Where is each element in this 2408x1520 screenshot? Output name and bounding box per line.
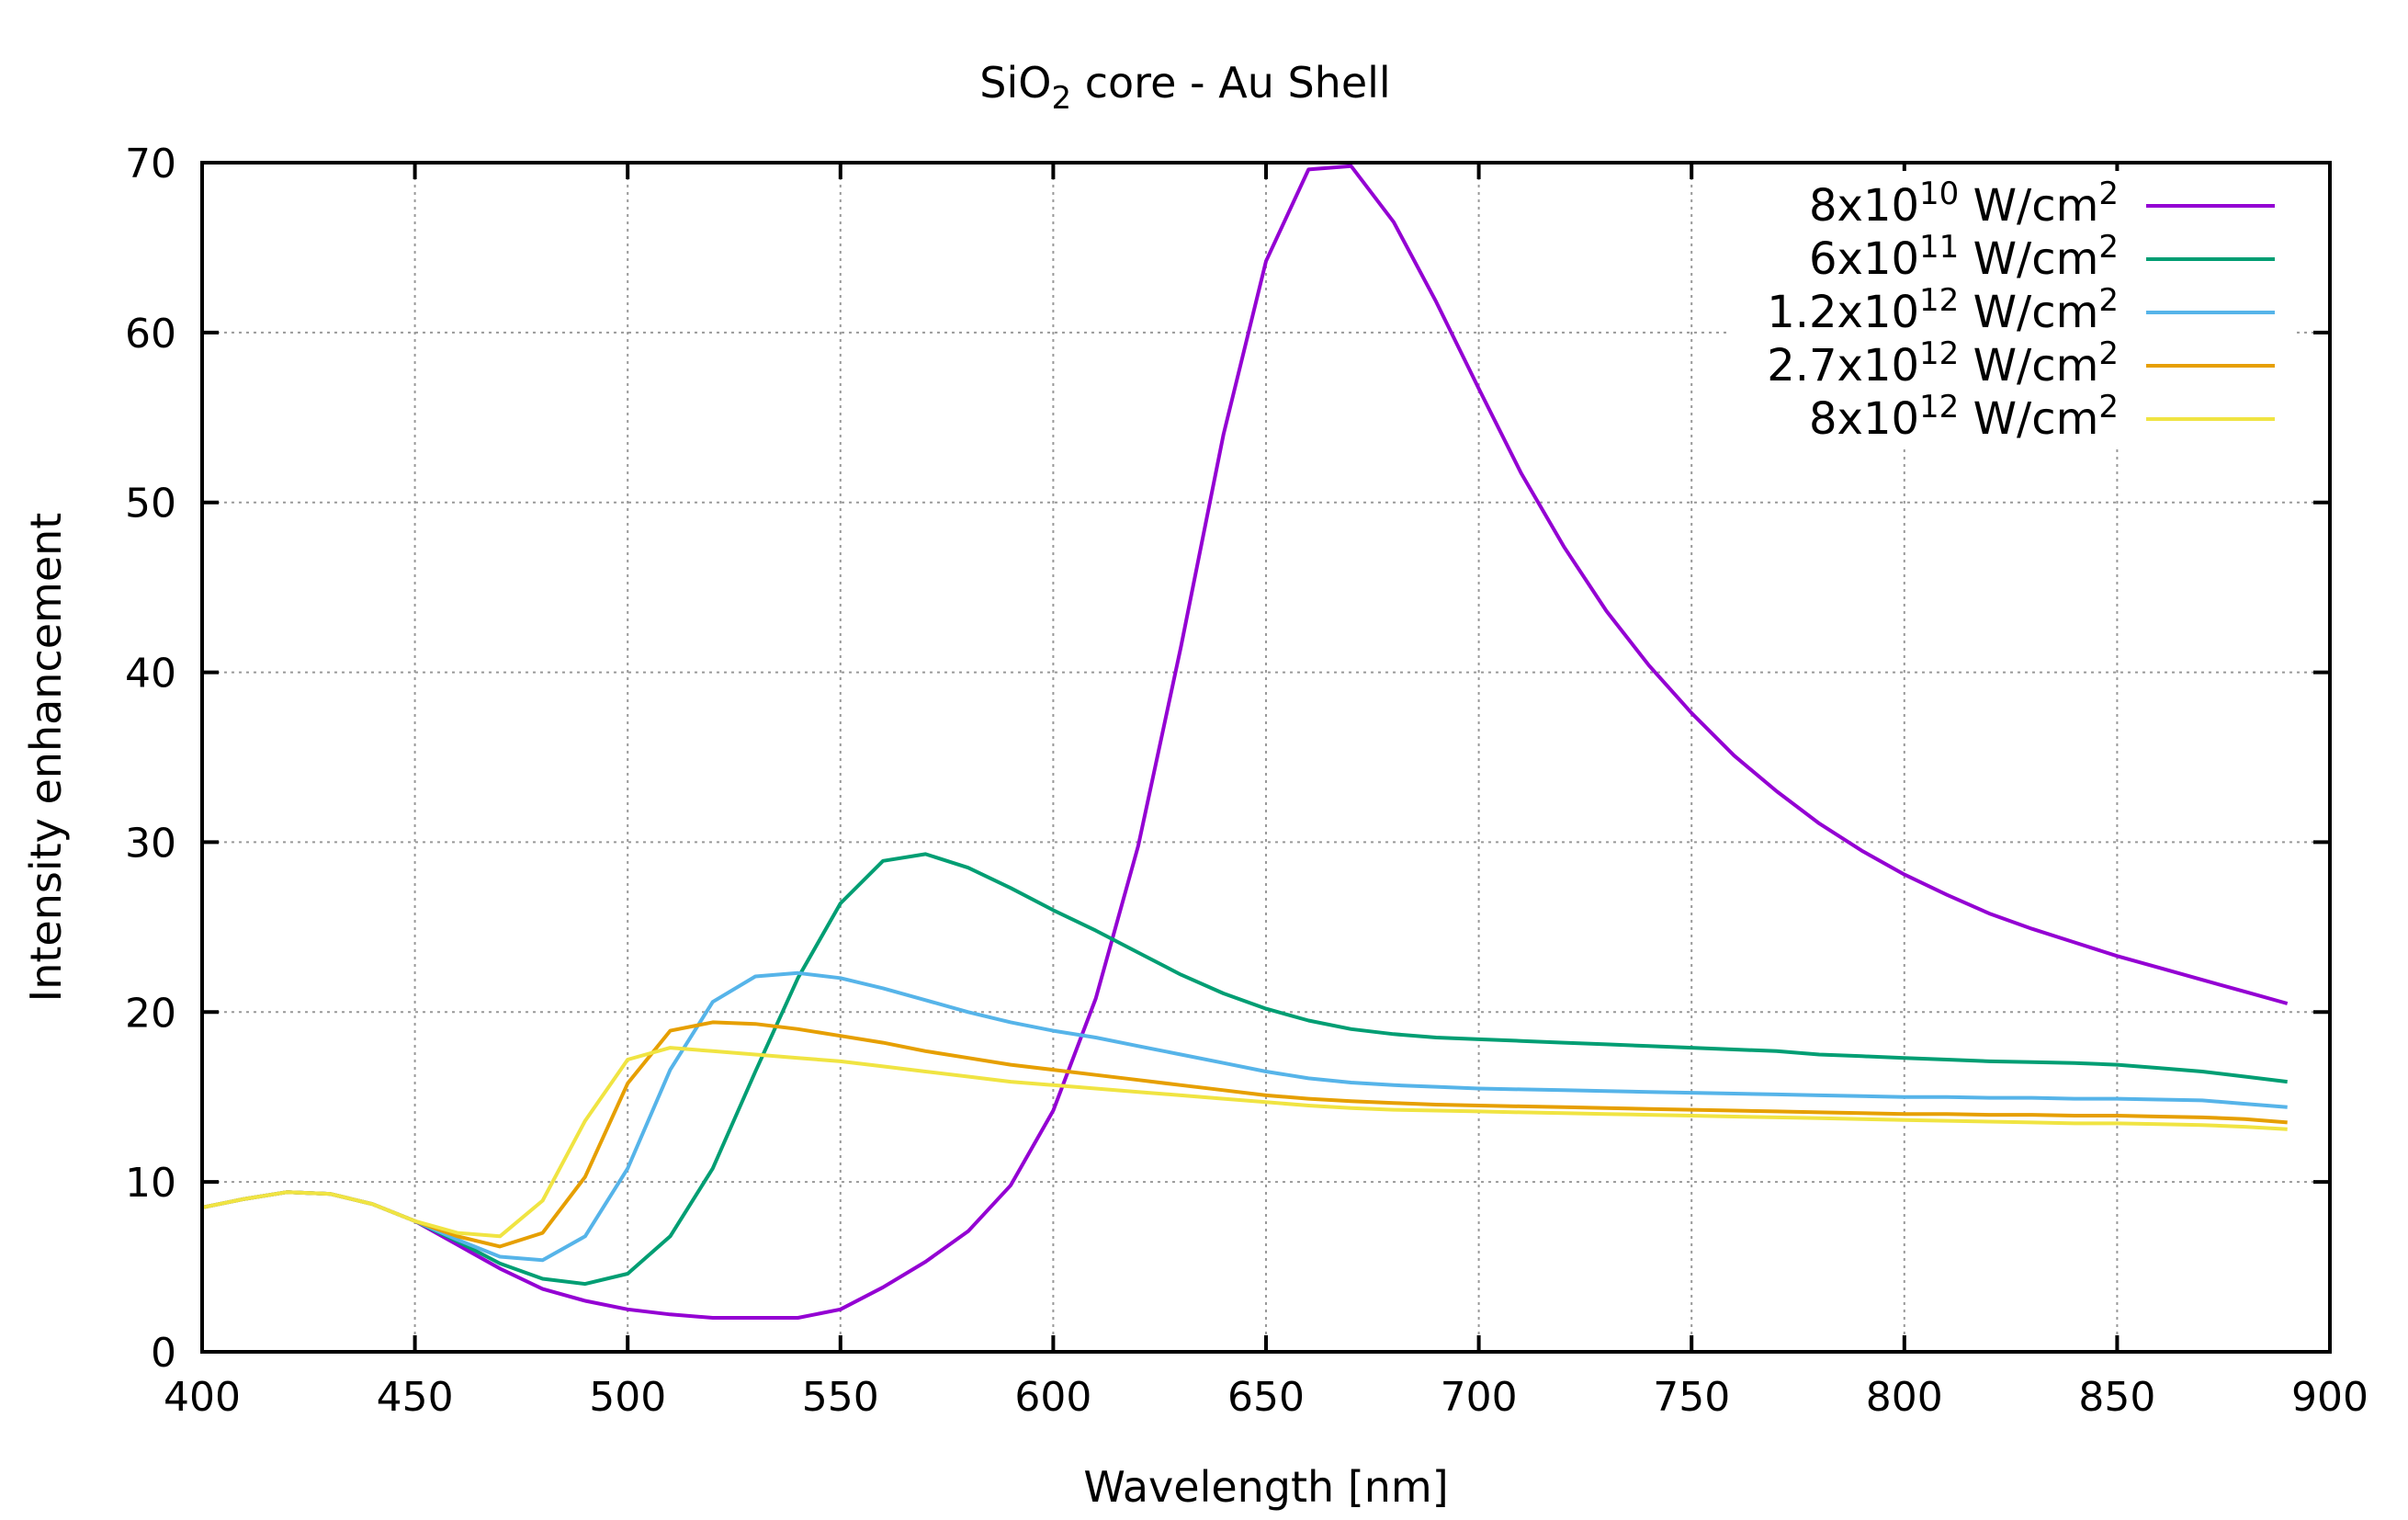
series-line-4 [201,1020,2288,1249]
x-tick-label: 700 [1441,1374,1518,1421]
legend-label-5: 8x1012 W/cm2 [1809,389,2119,445]
x-tick-label: 550 [802,1374,879,1421]
x-tick-label: 500 [589,1374,666,1421]
x-tick-label: 800 [1866,1374,1943,1421]
series-line-5 [201,1046,2288,1239]
legend-background [1727,171,2293,447]
x-tick-label: 450 [377,1374,454,1421]
y-tick-label: 60 [125,311,176,357]
x-tick-label: 400 [164,1374,241,1421]
legend-label-4: 2.7x1012 W/cm2 [1767,335,2119,391]
y-tick-label: 30 [125,820,176,867]
y-tick-label: 70 [125,141,176,187]
legend-label-1: 8x1010 W/cm2 [1809,176,2119,232]
y-tick-label: 40 [125,651,176,698]
y-tick-label: 50 [125,481,176,527]
x-tick-label: 650 [1227,1374,1305,1421]
chart-title: SiO2 core - Au Shell [979,58,1390,117]
y-tick-label: 0 [151,1330,176,1377]
series-lines [201,164,2289,1320]
y-tick-label: 20 [125,990,176,1037]
x-tick-label: 600 [1014,1374,1091,1421]
series-line-2 [201,852,2288,1287]
legend-label-2: 6x1011 W/cm2 [1809,229,2119,285]
y-tick-label: 10 [125,1160,176,1207]
series-line-1 [201,164,2289,1320]
x-tick-label: 750 [1653,1374,1730,1421]
y-axis-label: Intensity enhancement [21,513,71,1003]
x-tick-label: 850 [2078,1374,2155,1421]
x-axis-label: Wavelength [nm] [1083,1462,1448,1512]
legend-label-3: 1.2x1012 W/cm2 [1767,282,2119,338]
x-tick-label: 900 [2291,1374,2368,1421]
axis-ticks: 400 450 500 550 600 650 700 750 800 850 900 0 10 20 30… [125,141,2368,1421]
series-line-3 [201,970,2288,1263]
